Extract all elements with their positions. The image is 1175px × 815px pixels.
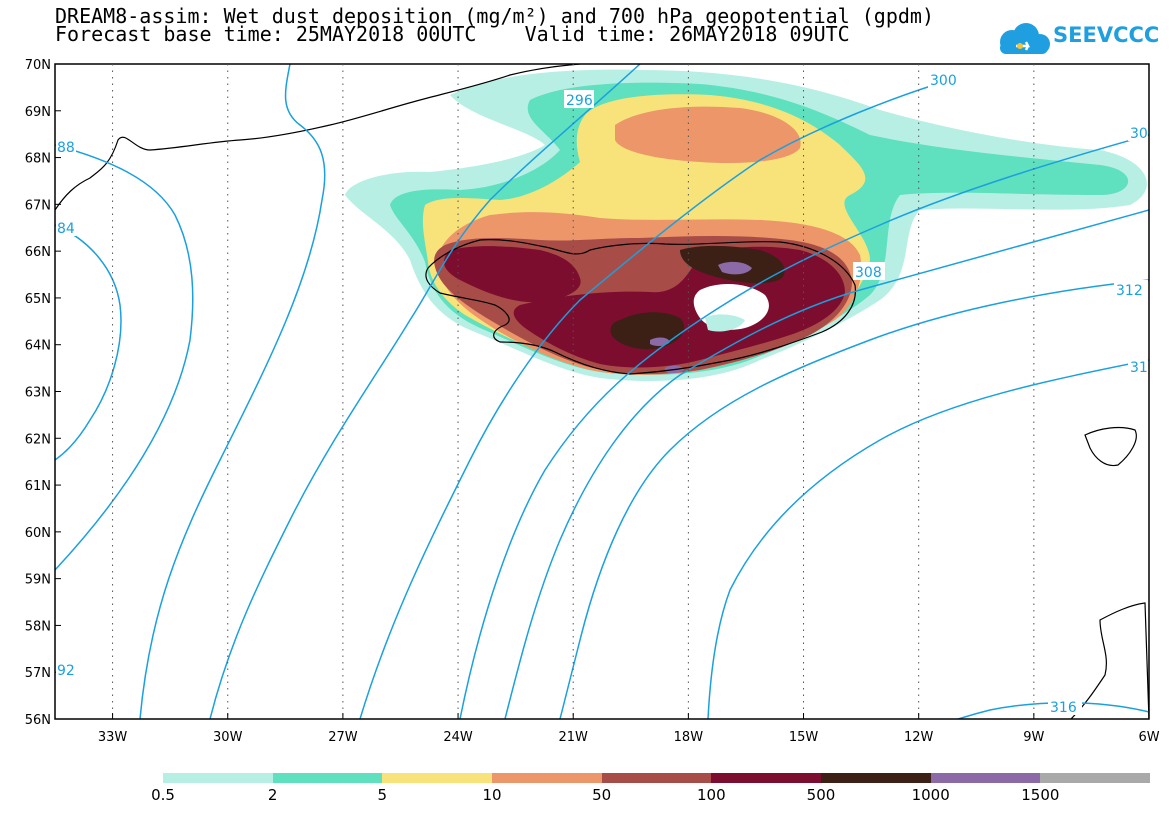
svg-text:30: 30	[1130, 126, 1148, 142]
dust-band-1000	[650, 261, 752, 374]
svg-text:316: 316	[1050, 700, 1077, 716]
colorbar	[163, 773, 1151, 783]
lon-label: 24W	[443, 730, 473, 745]
contour-label-308: 308	[853, 262, 885, 281]
lon-label: 27W	[328, 730, 358, 745]
colorbar-label: 0.5	[151, 786, 175, 804]
lat-label: 62N	[25, 432, 51, 447]
svg-text:92: 92	[57, 663, 75, 679]
lon-label: 21W	[559, 730, 589, 745]
colorbar-segment	[163, 773, 273, 783]
colorbar-label: 100	[697, 786, 726, 804]
contour-labels: 296 300 30 88 84 308 312 31	[56, 70, 1148, 716]
svg-text:296: 296	[566, 93, 593, 109]
contour-label-30: 30	[1128, 123, 1148, 142]
lon-label: 9W	[1023, 730, 1044, 745]
contour-label-92: 92	[56, 660, 76, 679]
lat-label: 64N	[25, 339, 51, 354]
lat-label: 61N	[25, 479, 51, 494]
lat-label: 67N	[25, 198, 51, 213]
greenland-coast	[55, 64, 581, 211]
colorbar-segment	[272, 773, 383, 783]
logo-text: SEEVCCC	[1053, 23, 1160, 47]
lon-label: 30W	[213, 730, 243, 745]
colorbar-label: 10	[482, 786, 502, 804]
lat-label: 70N	[25, 58, 51, 73]
lat-label: 56N	[25, 713, 51, 728]
faroe-coast	[1084, 426, 1137, 467]
svg-text:312: 312	[1116, 283, 1143, 299]
lon-label: 6W	[1138, 730, 1159, 745]
lat-label: 58N	[25, 619, 51, 634]
colorbar-label: 500	[806, 786, 836, 804]
colorbar-segment	[711, 773, 822, 783]
colorbar-segment	[601, 773, 712, 783]
lat-label: 60N	[25, 526, 51, 541]
lat-label: 63N	[25, 386, 51, 401]
colorbar-segment	[821, 773, 931, 783]
contour-label-296: 296	[564, 90, 594, 109]
map-title: DREAM8-assim: Wet dust deposition (mg/m²…	[55, 4, 934, 28]
contour-label-88: 88	[56, 137, 76, 156]
lon-label: 33W	[98, 730, 128, 745]
svg-text:308: 308	[855, 265, 882, 281]
lon-label: 15W	[789, 730, 819, 745]
lat-label: 68N	[25, 152, 51, 167]
lat-label: 57N	[25, 666, 51, 681]
map-subtitle: Forecast base time: 25MAY2018 00UTC Vali…	[55, 22, 850, 46]
lat-label: 65N	[25, 292, 51, 307]
colorbar-segment	[382, 773, 493, 783]
lon-label: 12W	[904, 730, 934, 745]
svg-text:300: 300	[930, 73, 957, 89]
lat-label: 66N	[25, 245, 51, 260]
lat-label: 69N	[25, 105, 51, 120]
geopotential-contours	[55, 64, 1149, 719]
contour-label-300: 300	[928, 70, 960, 89]
colorbar-label: 50	[592, 786, 612, 804]
contour-label-84: 84	[56, 218, 76, 237]
svg-text:88: 88	[57, 140, 75, 156]
contour-label-316: 316	[1048, 697, 1082, 716]
axis-ticks: 70N 69N 68N 67N 66N 65N 64N 63N 62N 61N 60N 59N 58N 5…	[25, 58, 1160, 745]
lat-label: 59N	[25, 573, 51, 588]
lon-label: 18W	[674, 730, 704, 745]
colorbar-segment	[930, 773, 1041, 783]
cloud-icon	[1000, 23, 1050, 54]
contour-label-31: 31	[1128, 357, 1148, 376]
dust-deposition-field	[345, 69, 1147, 381]
colorbar-label: 2	[267, 786, 278, 804]
iceland-coast	[425, 239, 857, 375]
colorbar-segment	[1040, 773, 1151, 783]
colorbar-label: 1500	[1021, 786, 1060, 804]
colorbar-label: 5	[377, 786, 388, 804]
contour-label-312: 312	[1114, 280, 1148, 299]
colorbar-segment	[492, 773, 602, 783]
colorbar-label: 1000	[911, 786, 950, 804]
svg-text:31: 31	[1130, 360, 1148, 376]
svg-text:84: 84	[57, 221, 75, 237]
